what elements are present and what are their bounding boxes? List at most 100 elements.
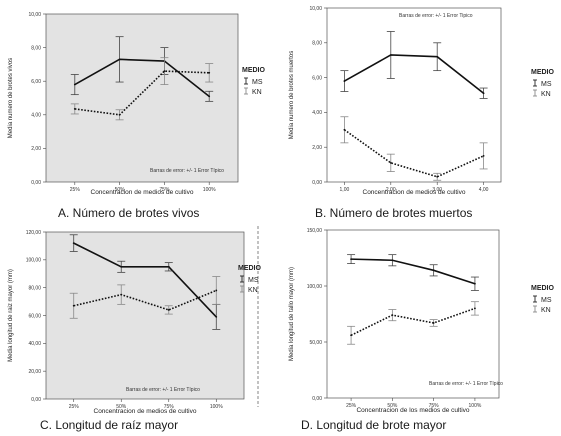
chart-d-series-kn-line <box>350 307 476 336</box>
chart-a-y-tick-label: 4,00 <box>31 113 41 119</box>
chart-c-y-tick-label: 0,00 <box>31 397 41 403</box>
chart-b-x-tick-label: 4,00 <box>479 187 489 193</box>
chart-panel-b: 0,00 2,00 4,00 6,00 8,00 10,00 1,00 2,00 3,00 4,0… <box>283 0 561 232</box>
chart-b-series-ms-line <box>344 54 485 94</box>
chart-d-series-ms-point <box>391 259 394 262</box>
chart-b-legend-kn-label: KN <box>541 91 551 98</box>
chart-b-series-ms-point <box>389 54 392 56</box>
chart-b-series-ms-point <box>343 80 346 82</box>
chart-b-caption: B. Número de brotes muertos <box>315 206 473 220</box>
chart-a-series-kn-point <box>208 71 211 74</box>
chart-c-series-kn-point <box>215 289 218 292</box>
chart-a-error-note: Barras de error: +/- 1 Error Típico <box>150 168 224 174</box>
chart-d-x-tick-label: 25% <box>346 403 357 409</box>
chart-a-y-axis-label: Media numero de brotes vivos <box>8 58 14 138</box>
chart-a-series-ms-point <box>208 95 211 98</box>
chart-c-error-note: Barras de error: +/- 1 Error Típico <box>126 387 200 393</box>
chart-a-y-tick-label: 2,00 <box>31 146 41 152</box>
chart-c-series-kn-point <box>72 304 75 307</box>
chart-c-y-tick-label: 40,00 <box>28 341 41 347</box>
chart-b-y-tick-label: 0,00 <box>312 180 322 186</box>
chart-c-series-ms-point <box>215 315 218 318</box>
chart-d-caption: D. Longitud de brote mayor <box>301 418 447 432</box>
chart-a-y-tick-label: 8,00 <box>31 45 41 51</box>
chart-b-series-ms-point <box>482 92 485 95</box>
chart-c-legend-kn-label: KN <box>248 287 258 294</box>
chart-d-x-axis-label: Concentracion de los medios de cultivo <box>356 407 469 414</box>
chart-d-x-tick-label: 100% <box>469 403 482 409</box>
chart-c-y-tick-label: 120,00 <box>26 230 42 236</box>
chart-b-y-tick-label: 10,00 <box>309 6 322 12</box>
chart-b-x-axis-label: Concentracion de medios de cultivo <box>363 189 466 196</box>
chart-c-y-tick-label: 80,00 <box>28 285 41 291</box>
chart-b-series-kn-point <box>389 161 392 164</box>
chart-c-x-tick-label: 75% <box>164 404 175 410</box>
chart-d-series-ms-line <box>351 258 476 285</box>
chart-d-series-kn-point <box>350 334 352 337</box>
chart-d-svg: 0,00 50,00 100,00 150,00 25% 50% 75% 100%Concen… <box>289 228 555 414</box>
chart-b-y-tick-label: 4,00 <box>312 110 322 116</box>
chart-a-y-tick-label: 6,00 <box>31 79 41 85</box>
chart-b-series-kn-point <box>343 128 346 131</box>
chart-b-series-kn-point <box>482 155 485 157</box>
chart-a-y-tick-label: 10,00 <box>28 12 41 18</box>
chart-c-series-ms-line <box>73 242 217 318</box>
chart-b-series-ms-point <box>436 55 439 58</box>
chart-a-series-kn-point <box>73 108 76 110</box>
chart-c-x-axis-label: Concentracion de medios de cultivo <box>94 408 197 415</box>
chart-b-series-kn-line <box>343 129 484 178</box>
chart-d-series-kn-point <box>391 314 394 317</box>
chart-d-legend-title: MEDIO <box>531 285 555 292</box>
chart-d-series-ms-point <box>474 282 476 285</box>
chart-d-series-kn-point <box>432 322 435 324</box>
chart-c-plot-area <box>45 231 245 400</box>
chart-d-y-axis-label: Media longitud de tallo mayor (mm) <box>289 267 295 361</box>
chart-c-x-tick-label: 100% <box>210 404 223 410</box>
chart-d-y-tick-label: 50,00 <box>309 340 322 346</box>
chart-a-x-axis-label: Concentracion de medios de cultivo <box>91 189 194 196</box>
chart-d-y-tick-label: 100,00 <box>307 284 323 290</box>
chart-a-series-kn-point <box>118 113 121 116</box>
chart-a-svg: 0,00 2,00 4,00 6,00 8,00 10,00 25% 50% 75% 100% Co… <box>8 12 266 196</box>
chart-a-legend-kn-label: KN <box>252 89 262 96</box>
chart-c-y-axis-label: Media longitud de raiz mayor (mm) <box>8 269 14 362</box>
chart-c-y-tick-label: 60,00 <box>28 313 41 319</box>
chart-b-y-tick-label: 8,00 <box>312 41 322 47</box>
chart-c-series-ms-point <box>72 242 75 245</box>
chart-c-y-tick-label: 20,00 <box>28 369 41 375</box>
chart-b-y-tick-label: 6,00 <box>312 75 322 81</box>
chart-d-series-ms-point <box>350 258 352 261</box>
chart-a-plot-area <box>45 13 239 183</box>
chart-c-x-tick-label: 25% <box>69 404 80 410</box>
chart-c-x-tick-label: 50% <box>116 404 127 410</box>
chart-a-series-kn-point <box>163 70 166 73</box>
chart-a-x-tick-label: 25% <box>70 187 81 193</box>
chart-a-legend-ms-label: MS <box>252 79 263 86</box>
chart-d-plot-area <box>326 229 500 399</box>
chart-b-x-tick-label: 1,00 <box>340 187 350 193</box>
chart-c-series-ms-point <box>167 265 170 268</box>
chart-d-legend-kn-label: KN <box>541 307 551 314</box>
chart-b-x-tick-label: 3,00 <box>432 187 442 193</box>
chart-panel-a: 0,00 2,00 4,00 6,00 8,00 10,00 25% 50% 75% 100% Co… <box>0 0 280 232</box>
chart-d-x-tick-label: 75% <box>429 403 440 409</box>
chart-a-x-tick-label: 75% <box>159 187 170 193</box>
chart-a-series-ms-line <box>74 58 210 97</box>
chart-a-x-tick-label: 100% <box>203 187 216 193</box>
chart-d-y-tick-label: 150,00 <box>307 228 323 234</box>
chart-c-series-kn-line <box>73 289 217 311</box>
chart-a-series-ms-point <box>118 58 121 61</box>
chart-a-y-tick-label: 0,00 <box>31 180 41 186</box>
chart-panel-d: 0,00 50,00 100,00 150,00 25% 50% 75% 100% Concen… <box>283 222 561 436</box>
chart-c-legend-ms-label: MS <box>248 277 259 284</box>
chart-d-y-tick-label: 0,00 <box>312 396 322 402</box>
chart-b-error-note: Barras de error: +/- 1 Error Tipico <box>399 13 473 19</box>
chart-b-series-kn-point <box>436 175 439 178</box>
chart-c-series-ms-point <box>120 265 123 268</box>
chart-panel-c: 0,00 20,00 40,00 60,00 80,00 100,00 120,00 25% 5… <box>0 222 280 436</box>
chart-a-legend-title: MEDIO <box>242 67 266 74</box>
chart-b-x-tick-label: 2,00 <box>386 187 396 193</box>
chart-a-series-ms-point <box>73 83 76 86</box>
chart-b-plot-area <box>326 7 502 183</box>
chart-b-y-axis-label: Media numero de brotes muertos <box>289 51 295 139</box>
